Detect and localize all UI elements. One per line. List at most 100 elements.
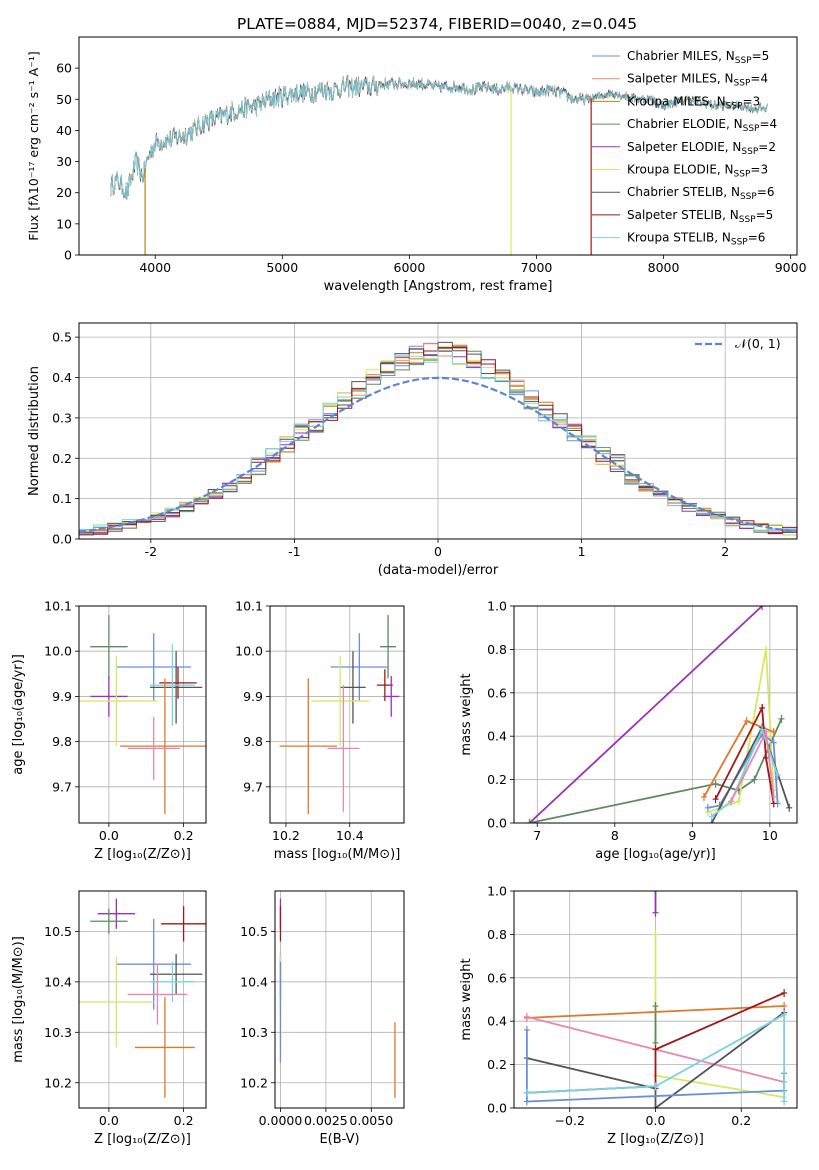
legend-name: Chabrier ELODIE, N bbox=[627, 117, 743, 131]
legend-label: Chabrier ELODIE, NSSP=4 bbox=[627, 117, 777, 134]
spectrum-line-kroupa_stelib bbox=[110, 76, 768, 199]
y-tick-label: 40 bbox=[56, 123, 72, 138]
errorbar-point bbox=[79, 655, 158, 747]
axes-frame bbox=[269, 605, 405, 824]
legend-name: Salpeter ELODIE, N bbox=[627, 140, 741, 154]
y-tick-label: 9.8 bbox=[243, 734, 263, 749]
y-tick-label: 9.9 bbox=[52, 689, 72, 704]
x-tick-label: 0.0025 bbox=[304, 1113, 348, 1128]
panel-spectrum: 4000 5000 6000 7000 8000 9000 0 10 20 30 40 50 60 wav… bbox=[26, 36, 807, 294]
x-axis-label: Z [log₁₀(Z/Z⊙)] bbox=[607, 1132, 704, 1147]
y-tick-label: 0.2 bbox=[487, 772, 507, 787]
x-axis-label: E(B-V) bbox=[319, 1132, 359, 1147]
legend-label: Chabrier STELIB, NSSP=6 bbox=[627, 185, 775, 202]
legend-label: Kroupa STELIB, NSSP=6 bbox=[627, 231, 765, 248]
panel-weight_vs_age: 7 8 9 10 0.0 0.2 0.4 0.6 0.8 1.0 age [log₁₀(age/yr… bbox=[459, 599, 798, 862]
errorbar-point bbox=[149, 644, 195, 726]
y-tick-label: 0.6 bbox=[487, 685, 507, 700]
y-axis-label: mass weight bbox=[459, 673, 474, 755]
errorbar-point bbox=[311, 655, 369, 747]
x-tick-label: 4000 bbox=[139, 260, 171, 275]
errorbar-point bbox=[279, 678, 337, 814]
errorbar-point bbox=[149, 961, 195, 1003]
legend-n: =4 bbox=[750, 72, 768, 86]
errorbar-point bbox=[127, 716, 180, 781]
axes-frame bbox=[274, 890, 405, 1109]
x-tick-label: 10 bbox=[762, 828, 778, 843]
y-axis-label: Flux [fλ10⁻¹⁷ erg cm⁻² s⁻¹ A⁻¹] bbox=[26, 51, 41, 240]
y-tick-label: 0.0 bbox=[487, 1101, 507, 1116]
errorbar-point bbox=[116, 633, 192, 701]
x-tick-label: 0 bbox=[434, 544, 442, 559]
legend-n: =5 bbox=[756, 208, 774, 222]
y-axis-label: Normed distribution bbox=[27, 366, 42, 496]
gaussian-curve bbox=[79, 376, 797, 533]
plot-area bbox=[279, 615, 400, 814]
legend-name: Salpeter STELIB, N bbox=[627, 208, 739, 222]
x-tick-label: 0.0 bbox=[99, 828, 119, 843]
legend-sub: SSP bbox=[741, 147, 758, 157]
y-tick-label: 20 bbox=[56, 185, 72, 200]
y-tick-label: 10 bbox=[56, 216, 72, 231]
x-tick-label: −0.2 bbox=[555, 1113, 585, 1128]
y-tick-label: 10.2 bbox=[240, 1075, 268, 1090]
x-tick-label: 0.0 bbox=[646, 1113, 666, 1128]
errorbar-point bbox=[149, 954, 203, 995]
plot-area bbox=[279, 898, 396, 1098]
x-tick-label: 8000 bbox=[648, 260, 680, 275]
x-axis-label: Z [log₁₀(Z/Z⊙)] bbox=[94, 1132, 191, 1147]
legend-sub: SSP bbox=[734, 79, 751, 89]
panel-weight_vs_Z: −0.2 0.0 0.2 0.0 0.2 0.4 0.6 0.8 1.0 Z [log₁₀(Z/Z… bbox=[459, 884, 798, 1147]
y-tick-label: 9.7 bbox=[243, 779, 263, 794]
x-tick-label: 8 bbox=[611, 828, 619, 843]
legend-name: Salpeter MILES, N bbox=[627, 72, 734, 86]
weight-line-salpeter_elodie bbox=[528, 606, 763, 823]
legend-label: Salpeter MILES, NSSP=4 bbox=[627, 72, 768, 89]
errorbar-point bbox=[116, 918, 192, 1010]
legend-label: Chabrier MILES, NSSP=5 bbox=[627, 49, 769, 66]
panel-mass_vs_Z: 0.0 0.2 10.2 10.3 10.4 10.5 Z [log₁₀(Z/Z⊙)] mas… bbox=[11, 890, 207, 1147]
y-tick-label: 10.4 bbox=[240, 974, 268, 989]
x-tick-label: 10.2 bbox=[272, 828, 300, 843]
y-tick-label: 30 bbox=[56, 154, 72, 169]
x-tick-label: 2 bbox=[721, 544, 729, 559]
figure-title: PLATE=0884, MJD=52374, FIBERID=0040, z=0… bbox=[237, 15, 637, 33]
legend-sub: SSP bbox=[735, 56, 752, 66]
y-tick-label: 0.2 bbox=[487, 1057, 507, 1072]
errorbar-point bbox=[330, 633, 389, 701]
x-tick-label: 0.0 bbox=[99, 1113, 119, 1128]
y-tick-label: 0.0 bbox=[52, 532, 72, 547]
legend-name: Kroupa ELODIE, N bbox=[627, 163, 734, 177]
x-axis-label: (data-model)/error bbox=[378, 563, 499, 578]
legend-name: Kroupa MILES, N bbox=[627, 94, 726, 108]
y-tick-label: 0 bbox=[64, 248, 72, 263]
legend-label: Kroupa MILES, NSSP=3 bbox=[627, 94, 760, 111]
legend-name: Chabrier STELIB, N bbox=[627, 185, 740, 199]
legend-sub: SSP bbox=[726, 101, 743, 111]
x-tick-label: 7 bbox=[533, 828, 541, 843]
legend-label: Salpeter STELIB, NSSP=5 bbox=[627, 208, 773, 225]
axes-frame bbox=[513, 890, 798, 1109]
errorbar-point bbox=[149, 651, 203, 724]
weight-line-kroupa_stelib bbox=[526, 1013, 785, 1102]
plot-area bbox=[79, 341, 797, 539]
x-tick-label: 5000 bbox=[266, 260, 298, 275]
y-tick-label: 10.1 bbox=[44, 599, 72, 614]
errorbar-point bbox=[135, 996, 195, 1098]
legend-sub: SSP bbox=[739, 215, 756, 225]
legend-label: Salpeter ELODIE, NSSP=2 bbox=[627, 140, 776, 157]
y-tick-label: 0.0 bbox=[487, 816, 507, 831]
panel-age_vs_mass: 10.2 10.4 9.7 9.8 9.9 10.0 10.1 mass [log₁₀(M/M… bbox=[235, 599, 405, 862]
legend-n: =3 bbox=[743, 94, 761, 108]
panel-age_vs_Z: 0.0 0.2 9.7 9.8 9.9 10.0 10.1 Z [log₁₀(Z/Z⊙)] ag… bbox=[11, 599, 207, 862]
errorbar-point bbox=[376, 669, 393, 701]
errorbar-point bbox=[90, 615, 128, 679]
y-tick-label: 0.4 bbox=[52, 370, 72, 385]
y-axis-label: mass [log₁₀(M/M⊙)] bbox=[11, 936, 26, 1063]
y-tick-label: 10.3 bbox=[240, 1025, 268, 1040]
y-tick-label: 10.1 bbox=[235, 599, 263, 614]
y-tick-label: 10.0 bbox=[235, 644, 263, 659]
legend-name: Chabrier MILES, N bbox=[627, 49, 735, 63]
